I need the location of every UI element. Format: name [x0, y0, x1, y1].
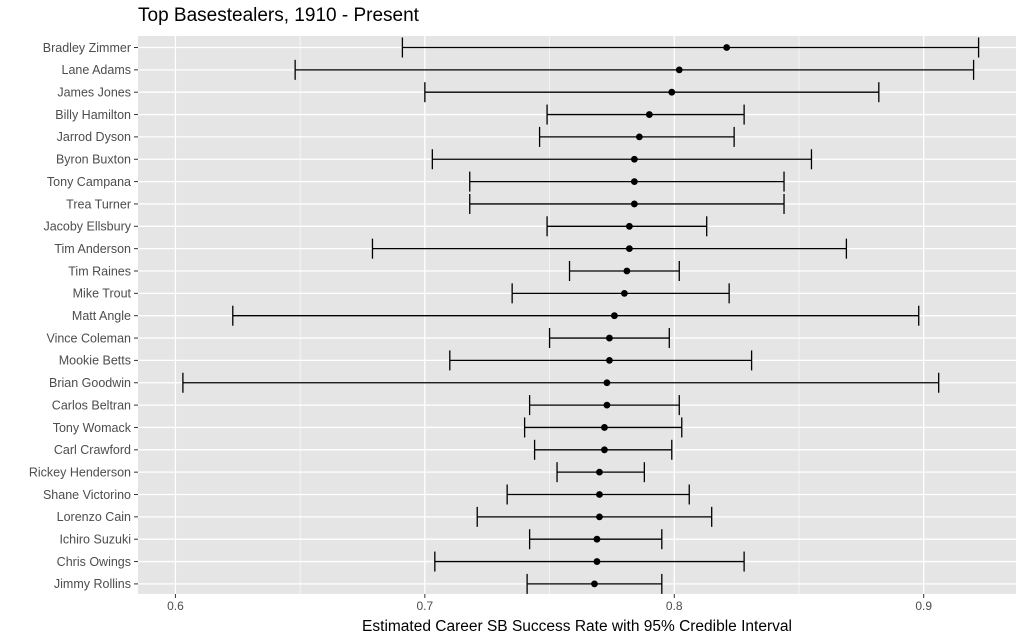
player-row: [424, 82, 880, 103]
y-axis-label: Mike Trout: [73, 287, 132, 301]
player-row: [434, 551, 745, 572]
estimate-point: [596, 513, 603, 521]
chart-title: Top Basestealers, 1910 - Present: [138, 5, 420, 26]
y-axis-label: Brian Goodwin: [49, 376, 131, 390]
estimate-point: [606, 334, 613, 342]
estimate-point: [630, 178, 638, 186]
player-row: [469, 171, 785, 192]
y-axis-label: Shane Victorino: [43, 488, 131, 502]
y-axis-label: Carl Crawford: [54, 443, 131, 457]
estimate-point: [635, 133, 643, 141]
estimate-point: [620, 289, 628, 297]
y-axis-label: Lane Adams: [62, 63, 132, 77]
player-row: [528, 395, 680, 416]
x-axis-title: Estimated Career SB Success Rate with 95…: [362, 618, 792, 635]
player-row: [449, 350, 753, 371]
y-axis-label: Byron Buxton: [56, 153, 131, 167]
player-row: [476, 506, 713, 527]
estimate-point: [611, 312, 618, 320]
estimate-point: [625, 222, 633, 230]
player-row: [431, 149, 813, 170]
player-row: [568, 261, 680, 281]
y-axis-label: Matt Angle: [72, 309, 131, 323]
player-row: [523, 417, 683, 438]
estimate-point: [625, 245, 633, 253]
player-row: [469, 193, 785, 214]
y-axis-label: Jacoby Ellsbury: [43, 220, 131, 234]
x-tick-label: 0.8: [666, 599, 683, 613]
y-axis-label: Mookie Betts: [59, 354, 131, 368]
estimate-point: [723, 44, 731, 51]
y-axis-label: Chris Owings: [57, 555, 131, 569]
y-axis-label: James Jones: [57, 86, 131, 100]
y-axis-label: Trea Turner: [66, 197, 131, 211]
player-row: [182, 372, 940, 393]
y-axis-label: Rickey Henderson: [29, 465, 131, 479]
y-axis-labels: Bradley Zimmer Lane Adams James Jones Billy…: [29, 41, 138, 591]
plot-panel: [138, 36, 1016, 594]
y-axis-label: Lorenzo Cain: [57, 510, 131, 524]
x-tick-label: 0.6: [167, 599, 184, 613]
estimate-point: [606, 357, 613, 364]
y-axis-label: Tim Raines: [68, 264, 131, 278]
player-row: [371, 238, 848, 259]
player-row: [528, 529, 663, 550]
estimate-point: [603, 401, 611, 409]
player-row: [546, 104, 745, 125]
player-row: [294, 59, 975, 80]
estimate-point: [593, 535, 601, 543]
x-axis-ticks: 0.6 0.7 0.8 0.9: [167, 594, 932, 613]
player-row: [401, 37, 980, 58]
estimate-point: [603, 379, 611, 387]
player-row: [533, 439, 673, 460]
y-axis-label: Bradley Zimmer: [43, 41, 131, 55]
player-row: [526, 573, 663, 594]
estimate-point: [623, 267, 631, 275]
estimate-point: [596, 468, 603, 476]
y-axis-label: Jarrod Dyson: [57, 130, 131, 144]
x-tick-label: 0.7: [417, 599, 434, 613]
estimate-point: [668, 88, 676, 96]
estimate-point: [675, 66, 683, 74]
estimate-point: [596, 491, 603, 498]
estimate-point: [591, 580, 598, 588]
estimate-point: [630, 155, 638, 163]
player-row: [232, 305, 920, 326]
y-axis-label: Tony Womack: [53, 421, 132, 435]
player-row: [546, 216, 708, 237]
y-axis-label: Jimmy Rollins: [54, 577, 131, 591]
player-row: [556, 462, 645, 483]
y-axis-label: Carlos Beltran: [52, 398, 131, 412]
player-row: [538, 126, 735, 147]
player-row: [548, 328, 670, 349]
estimate-point: [630, 200, 638, 208]
y-axis-label: Vince Coleman: [46, 331, 131, 345]
y-axis-label: Tim Anderson: [54, 242, 131, 256]
player-row: [511, 283, 730, 304]
estimate-point: [601, 446, 608, 454]
player-row: [506, 484, 690, 505]
estimate-point: [645, 111, 653, 118]
y-axis-label: Ichiro Suzuki: [59, 533, 131, 547]
y-axis-label: Tony Campana: [47, 175, 131, 189]
estimate-point: [601, 424, 608, 431]
data-marks: [182, 37, 980, 594]
estimate-point: [593, 558, 601, 565]
y-axis-label: Billy Hamilton: [55, 108, 131, 122]
x-tick-label: 0.9: [915, 599, 932, 613]
